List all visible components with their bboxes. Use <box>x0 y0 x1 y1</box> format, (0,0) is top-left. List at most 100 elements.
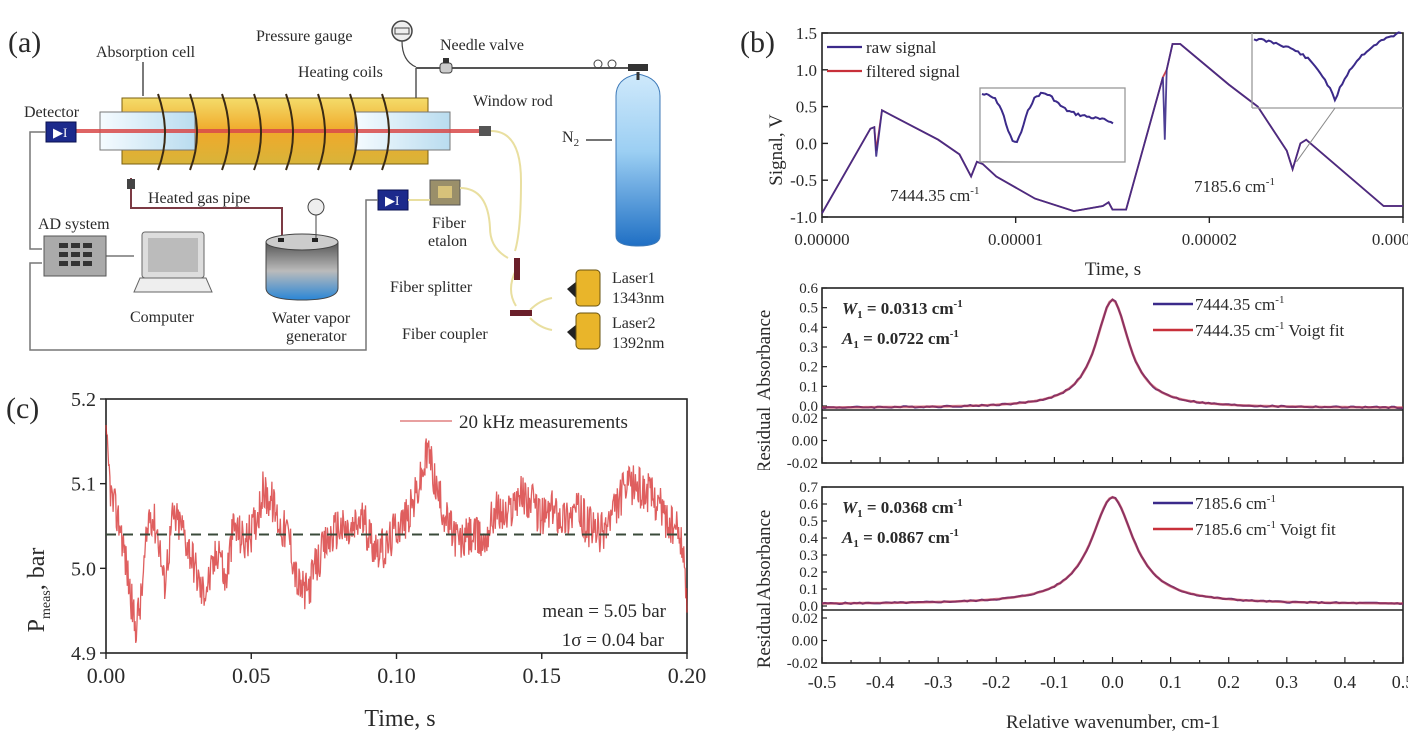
legend-suffix: Voigt fit <box>1276 520 1336 539</box>
legend-label: 7444.35 cm-1 Voigt fit <box>1195 320 1345 340</box>
x-tick-label: 0.0 <box>1101 672 1124 692</box>
laser1 <box>567 269 601 307</box>
series-20khz-measurements <box>105 424 688 644</box>
detector-icon: ▶I <box>385 193 399 208</box>
y-tick-label: 5.2 <box>71 389 96 411</box>
inset-7185-connector <box>1296 107 1336 163</box>
label-computer: Computer <box>130 309 195 326</box>
x-tick-label: 0.5 <box>1392 672 1408 692</box>
fiber-collimator <box>479 126 491 136</box>
y-tick-label: 0.0 <box>799 599 818 615</box>
label-fiber-etalon-1: Fiber <box>432 215 466 232</box>
computer-icon <box>133 231 213 293</box>
detector-main: ▶I <box>45 121 77 143</box>
label-heated-gas-pipe: Heated gas pipe <box>148 190 250 207</box>
plot-frame <box>821 32 1404 218</box>
laser2 <box>567 312 601 350</box>
valve-icon <box>127 179 135 189</box>
label-detector: Detector <box>24 104 80 121</box>
y-tick-label: 0.5 <box>799 301 818 317</box>
annotation-7444: 7444.35 cm-1 <box>890 185 979 205</box>
x-tick-label: 0.3 <box>1276 672 1299 692</box>
y-tick-label: 0.02 <box>792 611 818 627</box>
fiber-etalon <box>429 179 461 206</box>
y-tick-label: 0.6 <box>799 281 818 297</box>
value: = 0.0867 cm <box>859 528 950 547</box>
label-n2: N2 <box>562 129 579 149</box>
annotation-7185: 7185.6 cm-1 <box>1194 176 1275 196</box>
x-tick-label: 0.20 <box>668 663 707 688</box>
legend-label: filtered signal <box>866 62 960 81</box>
x-tick-label: 0.10 <box>377 663 416 688</box>
x-axis-label: Relative wavenumber, cm-1 <box>1006 712 1220 733</box>
x-tick-label: 0.00000 <box>794 230 849 249</box>
legend-label: raw signal <box>866 38 937 57</box>
fit-annotation: A1 = 0.0722 cm-1 <box>841 328 959 351</box>
detector-icon: ▶I <box>53 125 67 140</box>
heating-coils <box>157 93 390 171</box>
y-tick-label: -1.0 <box>790 208 817 227</box>
y-tick-label: 1.5 <box>796 24 817 43</box>
x-tick-label: -0.2 <box>982 672 1011 692</box>
label-laser1-name: Laser1 <box>612 270 656 287</box>
x-tick-label: 0.4 <box>1334 672 1357 692</box>
panel-a-label: (a) <box>8 26 41 59</box>
heated-gas-pipe <box>130 178 283 236</box>
y-tick-label: 5.1 <box>71 474 96 496</box>
superscript: -1 <box>1267 493 1276 505</box>
label-window-rod: Window rod <box>473 93 553 110</box>
inset-7444-frame <box>979 87 1126 163</box>
y-tick-label: 0.2 <box>799 360 818 376</box>
symbol: A <box>841 329 853 348</box>
superscript: -1 <box>970 185 979 197</box>
legend-label: 7444.35 cm-1 <box>1195 294 1284 314</box>
y-tick-label: 0.1 <box>799 379 818 395</box>
label-water-vapor-1: Water vapor <box>272 310 351 327</box>
symbol: W <box>842 299 859 318</box>
optical-fibers <box>408 130 553 331</box>
x-tick-label: -0.5 <box>808 672 837 692</box>
x-tick-label: 0.05 <box>232 663 271 688</box>
x-axis-label: Time, s <box>1085 259 1141 280</box>
superscript: -1 <box>1266 176 1275 188</box>
label-needle-valve: Needle valve <box>440 37 524 54</box>
superscript: -1 <box>954 298 963 310</box>
ad-system <box>43 235 107 277</box>
label-fiber-etalon-2: etalon <box>428 233 467 250</box>
legend-suffix: Voigt fit <box>1284 321 1344 340</box>
y-tick-label: -0.5 <box>790 171 817 190</box>
absorption-cell <box>60 97 482 165</box>
y-axis-label: Pmeas, bar <box>24 548 54 633</box>
series-7444.35-cm-1-Voigt-fit <box>822 298 1403 409</box>
panel-b-label: (b) <box>740 26 775 59</box>
x-tick-label: 0.15 <box>523 663 562 688</box>
superscript: -1 <box>950 328 959 340</box>
x-tick-label: -0.3 <box>924 672 953 692</box>
x-tick-label: -0.1 <box>1040 672 1069 692</box>
y-tick-label: 0.2 <box>799 565 818 581</box>
y-tick-label: 0.4 <box>799 320 818 336</box>
x-tick-label: 0.00 <box>87 663 126 688</box>
y-tick-label: 0.0 <box>799 399 818 415</box>
superscript: -1 <box>1275 320 1284 332</box>
annotation-mean: mean = 5.05 bar <box>542 601 666 622</box>
symbol: W <box>842 498 859 517</box>
label-laser2-wavelength: 1392nm <box>612 335 665 352</box>
x-tick-label: 0.00001 <box>988 230 1043 249</box>
y-tick-label: 0.3 <box>799 548 818 564</box>
series-raw-signal <box>821 43 1403 214</box>
label-water-vapor-2: generator <box>286 328 347 345</box>
fit-annotation: A1 = 0.0867 cm-1 <box>841 527 959 550</box>
y-tick-label: 0.3 <box>799 340 818 356</box>
legend-label: 7185.6 cm-1 Voigt fit <box>1195 519 1336 539</box>
label-ad-system: AD system <box>38 216 110 233</box>
inset-7185-trace <box>1253 31 1402 103</box>
chart-b-signal: (b) Signal, V Time, s -1.0 -0.5 0.0 0.5 1.0 1… <box>740 24 1408 280</box>
series-7185.6-cm-1-Voigt-fit <box>822 495 1403 605</box>
annotation-sigma: 1σ = 0.04 bar <box>562 630 665 651</box>
subscript: 1 <box>853 339 859 351</box>
y-tick-label: 4.9 <box>71 643 96 665</box>
chart-c-pressure: (c) Pmeas, bar Time, s 4.9 5.0 5.1 5.2 0.00 0… <box>6 389 707 732</box>
label-absorption-cell: Absorption cell <box>96 44 196 61</box>
label-laser2-name: Laser2 <box>612 315 656 332</box>
